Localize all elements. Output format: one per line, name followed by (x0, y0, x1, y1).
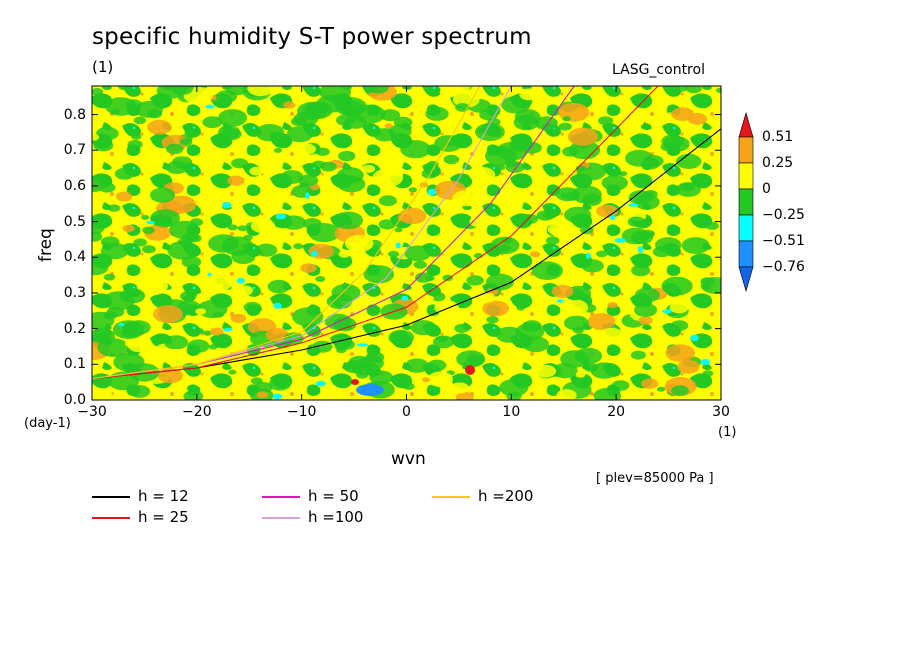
x-axis-label: wvn (391, 449, 426, 469)
colorbar-label: −0.25 (762, 207, 805, 223)
colorbar-segment (738, 136, 754, 164)
colorbar-label: −0.76 (762, 259, 805, 275)
x-tick-label: −30 (77, 404, 107, 420)
model-label: LASG_control (612, 62, 705, 78)
y-axis-unit: (day-1) (24, 416, 71, 431)
colorbar-label: −0.51 (762, 233, 805, 249)
y-tick-label: 0.8 (63, 106, 86, 123)
y-tick-label: 0.3 (63, 284, 86, 301)
y-tick-label: 0.5 (63, 213, 86, 230)
curve-4 (92, 86, 481, 380)
level-label: [ plev=85000 Pa ] (596, 471, 714, 486)
x-tick-label: 10 (502, 404, 521, 420)
curve-1 (92, 86, 659, 380)
colorbar-arrow-bottom (738, 266, 754, 293)
chart-title: specific humidity S-T power spectrum (92, 24, 532, 50)
y-tick-label: 0.0 (63, 392, 86, 408)
y-tick-label: 0.4 (63, 249, 86, 266)
y-tick-label: 0.6 (63, 177, 86, 194)
legend-swatch (92, 517, 130, 519)
y-tick-label: 0.2 (63, 320, 86, 337)
colorbar-segment (738, 240, 754, 268)
spectrum-field (92, 86, 721, 400)
legend-label: h = 25 (138, 508, 189, 526)
legend-swatch (92, 496, 130, 498)
colorbar-segment (738, 188, 754, 216)
colorbar-label: 0.51 (762, 129, 794, 145)
colorbar (738, 111, 754, 293)
legend-label: h = 50 (308, 487, 359, 505)
legend-swatch (262, 517, 300, 519)
legend-label: h =100 (308, 508, 364, 526)
legend-swatch (262, 496, 300, 498)
x-tick-label: 30 (712, 404, 730, 420)
legend-label: h = 12 (138, 487, 189, 505)
y-axis-label: freq (36, 228, 56, 262)
x-tick-label: 0 (402, 404, 411, 420)
x-tick-label: −20 (182, 404, 212, 420)
x-axis-unit: (1) (718, 425, 737, 440)
x-tick-label: 20 (607, 404, 626, 420)
legend-label: h =200 (478, 487, 534, 505)
colorbar-label: 0 (762, 181, 771, 197)
y-tick-label: 0.1 (63, 356, 86, 373)
colorbar-arrow-top (738, 111, 754, 138)
colorbar-segment (738, 214, 754, 242)
y-tick-label: 0.7 (63, 142, 86, 159)
unit-label: (1) (92, 58, 114, 76)
x-tick-label: −10 (286, 404, 317, 420)
colorbar-segment (738, 162, 754, 190)
legend-swatch (432, 496, 470, 498)
colorbar-label: 0.25 (762, 155, 794, 171)
